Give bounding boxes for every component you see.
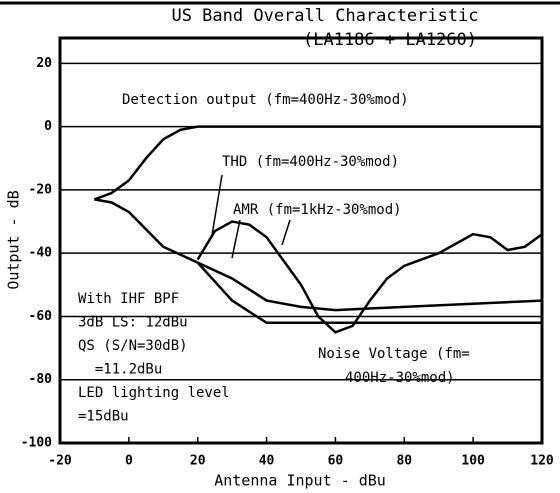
y-tick-label: -100 <box>21 436 52 451</box>
line-series <box>196 261 542 325</box>
leader-line <box>281 219 291 246</box>
x-axis-label: Antenna Input - dBu <box>214 472 386 490</box>
note: LED lighting level <box>78 385 230 401</box>
line-series <box>94 198 543 312</box>
y-tick-label: -20 <box>29 182 53 197</box>
line-series <box>196 220 543 334</box>
x-tick-label: 60 <box>328 454 344 469</box>
x-tick-label: 20 <box>190 454 206 469</box>
x-tick-label: -20 <box>48 454 72 469</box>
note: 3dB LS: 12dBu <box>78 315 188 331</box>
y-tick-label: -60 <box>29 309 53 324</box>
y-tick-label: -40 <box>29 246 53 261</box>
x-tick-label: 0 <box>125 454 133 469</box>
y-tick-label: 20 <box>36 56 52 71</box>
x-tick-label: 100 <box>461 454 485 469</box>
note: =11.2dBu <box>78 362 162 378</box>
series-label: THD (fm=400Hz-30%mod) <box>222 154 399 170</box>
note: With IHF BPF <box>78 291 179 307</box>
note: =15dBu <box>78 409 129 425</box>
x-tick-label: 80 <box>396 454 412 469</box>
line-series <box>93 125 542 201</box>
chart-subtitle: (LA1186 + LA1260) <box>303 30 477 50</box>
chart-title: US Band Overall Characteristic <box>171 6 478 26</box>
series-label: AMR (fm=1kHz-30%mod) <box>233 202 402 218</box>
series-label: 400Hz-30%mod) <box>345 370 455 386</box>
leader-line <box>231 219 241 259</box>
series-label: Noise Voltage (fm= <box>318 346 470 362</box>
y-axis-label: Output - dB <box>5 190 23 289</box>
y-tick-label: 0 <box>44 119 52 134</box>
x-tick-label: 40 <box>259 454 275 469</box>
series-label: Detection output (fm=400Hz-30%mod) <box>122 92 409 108</box>
leader-line <box>211 174 223 236</box>
y-tick-label: -80 <box>29 372 53 387</box>
x-tick-label: 120 <box>530 454 554 469</box>
note: QS (S/N=30dB) <box>78 338 188 354</box>
